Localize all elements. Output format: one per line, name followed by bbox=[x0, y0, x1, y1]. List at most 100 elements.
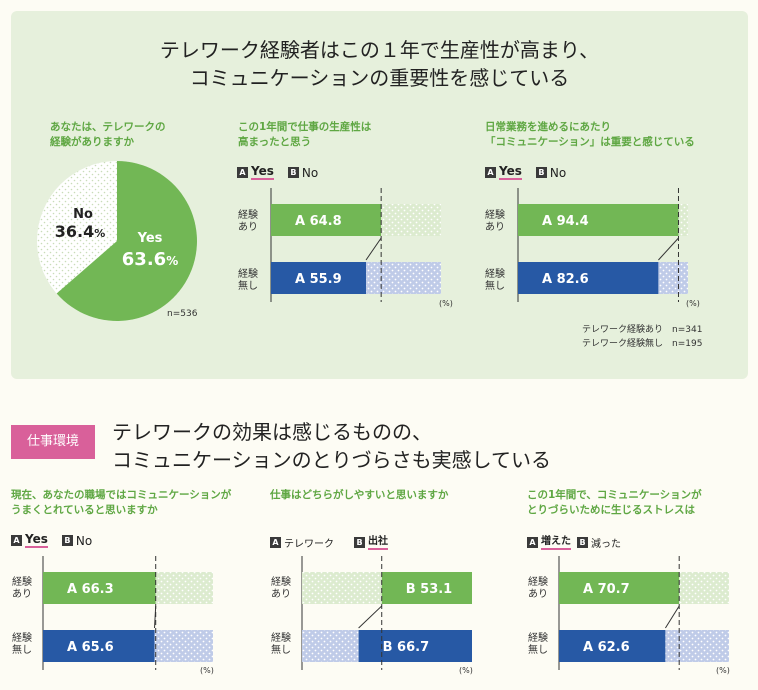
bar-1-value-label: A 82.6 bbox=[542, 272, 589, 287]
bar-1-value-label: A 55.9 bbox=[295, 272, 342, 287]
legend-no: No bbox=[75, 533, 93, 548]
chart3-row2-label: 経験 無し bbox=[12, 633, 32, 656]
bar-0-series-1 bbox=[381, 204, 441, 236]
chart2-legend: A Yes B No bbox=[485, 165, 566, 180]
chart5-question-line1: この1年間で、コミュニケーションが bbox=[527, 489, 702, 501]
legend-b-box: B bbox=[287, 167, 299, 178]
bar-1-series-1 bbox=[154, 630, 213, 662]
pie-question: あなたは、テレワークの 経験がありますか bbox=[50, 120, 166, 150]
bar-1-value-label: A 65.6 bbox=[67, 640, 114, 655]
chart2-note-line1: テレワーク経験あり n=341 bbox=[582, 325, 703, 335]
chart4-pct-unit: (%) bbox=[459, 666, 473, 675]
chart5: A 70.7 A 62.6 bbox=[558, 556, 729, 670]
bar-1-series-1 bbox=[358, 630, 472, 662]
chart5-legend: A 増えた B 減った bbox=[527, 535, 621, 550]
legend-b-box: B bbox=[354, 537, 365, 548]
legend-b-box: B bbox=[535, 167, 547, 178]
legend-telework: テレワーク bbox=[284, 539, 334, 550]
chart2-row1-label: 経験 あり bbox=[485, 210, 505, 233]
bar-0-series-0 bbox=[43, 572, 156, 604]
legend-a-box: A bbox=[270, 537, 281, 548]
chart1: A 64.8 A 55.9 bbox=[270, 188, 441, 302]
bar-0-series-1 bbox=[679, 572, 729, 604]
bar-0-value-label: B 53.1 bbox=[406, 582, 453, 597]
chart4-row2-label: 経験 無し bbox=[271, 633, 291, 656]
page-title-line2: コミュニケーションの重要性を感じている bbox=[189, 66, 570, 90]
legend-yes: Yes bbox=[251, 164, 274, 180]
chart1-legend: A Yes B No bbox=[237, 165, 318, 180]
legend-decreased: 減った bbox=[591, 539, 621, 550]
chart4-row1-label: 経験 あり bbox=[271, 577, 291, 600]
bar-1-series-1 bbox=[658, 262, 688, 294]
bar-0-value-label: A 64.8 bbox=[295, 214, 342, 229]
bar-0-series-1 bbox=[155, 572, 213, 604]
chart5-question-line2: とりづらいために生じるストレスは bbox=[527, 504, 695, 516]
bar-1-value-label: A 62.6 bbox=[583, 640, 630, 655]
chart1-row1-label: 経験 あり bbox=[238, 210, 258, 233]
chart5-row2-label: 経験 無し bbox=[528, 633, 548, 656]
bar-0-value-label: A 66.3 bbox=[67, 582, 114, 597]
diff-connector bbox=[365, 237, 382, 261]
chart2-row2-label: 経験 無し bbox=[485, 269, 505, 292]
bar-0-value-label: A 70.7 bbox=[583, 582, 630, 597]
bar-0-series-0 bbox=[518, 204, 679, 236]
chart2-question-line1: 日常業務を進めるにあたり bbox=[485, 121, 611, 133]
diff-connector bbox=[358, 605, 383, 629]
chart3-question-line1: 現在、あなたの職場ではコミュニケーションが bbox=[11, 489, 232, 501]
chart2-question: 日常業務を進めるにあたり 「コミュニケーション」は重要と感じている bbox=[485, 120, 695, 150]
pie-n-label: n=536 bbox=[167, 309, 198, 319]
legend-office: 出社 bbox=[368, 535, 388, 550]
diff-connector bbox=[664, 605, 680, 629]
chart3-pct-unit: (%) bbox=[200, 666, 214, 675]
chart5-pct-unit: (%) bbox=[716, 666, 730, 675]
page-title-line1: テレワーク経験者はこの１年で生産性が高まり、 bbox=[159, 38, 600, 62]
pie-yes-label: Yes bbox=[137, 231, 163, 246]
chart5-row1-label: 経験 あり bbox=[528, 577, 548, 600]
chart4-question-line1: 仕事はどちらがしやすいと思いますか bbox=[270, 489, 449, 501]
chart3-question: 現在、あなたの職場ではコミュニケーションが うまくとれていると思いますか bbox=[11, 488, 231, 518]
legend-yes: Yes bbox=[25, 532, 48, 548]
chart3: A 66.3 A 65.6 bbox=[42, 556, 213, 670]
pie-slice-yes bbox=[56, 161, 198, 321]
chart4-question: 仕事はどちらがしやすいと思いますか bbox=[270, 488, 448, 503]
bar-1-series-1 bbox=[665, 630, 729, 662]
chart1-question: この1年間で仕事の生産性は 高まったと思う bbox=[238, 120, 371, 150]
pie-yes-value: 63.6% bbox=[122, 249, 178, 270]
legend-a-box: A bbox=[11, 535, 22, 546]
chart2-question-line2: 「コミュニケーション」は重要と感じている bbox=[485, 136, 695, 148]
bar-1-series-0 bbox=[559, 630, 666, 662]
bar-0-value-label: A 94.4 bbox=[542, 214, 589, 229]
bar-0-series-0 bbox=[559, 572, 680, 604]
chart5-question: この1年間で、コミュニケーションが とりづらいために生じるストレスは bbox=[527, 488, 702, 518]
chart4: B 53.1 B 66.7 bbox=[301, 556, 472, 670]
chart2-note-line2: テレワーク経験無し n=195 bbox=[582, 339, 703, 349]
chart1-question-line1: この1年間で仕事の生産性は bbox=[238, 121, 372, 133]
chart4-legend: A テレワーク B 出社 bbox=[270, 535, 388, 550]
chart2-pct-unit: (%) bbox=[686, 299, 700, 308]
pie-question-line1: あなたは、テレワークの bbox=[50, 121, 166, 133]
legend-increased: 増えた bbox=[541, 535, 571, 550]
diff-connector bbox=[154, 605, 157, 629]
legend-b-box: B bbox=[577, 537, 588, 548]
section-tag: 仕事環境 bbox=[11, 425, 95, 459]
bar-1-series-0 bbox=[302, 630, 359, 662]
legend-no: No bbox=[301, 165, 319, 180]
legend-a-box: A bbox=[485, 167, 496, 178]
pie-question-line2: 経験がありますか bbox=[50, 136, 134, 148]
bar-1-series-0 bbox=[271, 262, 367, 294]
bar-1-series-0 bbox=[43, 630, 155, 662]
chart3-question-line2: うまくとれていると思いますか bbox=[11, 504, 158, 516]
bar-1-value-label: B 66.7 bbox=[383, 640, 430, 655]
legend-no: No bbox=[549, 165, 567, 180]
section2-title-line2: コミュニケーションのとりづらさも実感している bbox=[112, 448, 551, 472]
diff-connector bbox=[658, 237, 679, 261]
pie-no-value: 36.4% bbox=[55, 222, 106, 241]
legend-a-box: A bbox=[527, 537, 538, 548]
bar-1-series-0 bbox=[518, 262, 659, 294]
bar-0-series-1 bbox=[678, 204, 688, 236]
pie-no-label: No bbox=[73, 207, 93, 222]
section2-title: テレワークの効果は感じるものの、 コミュニケーションのとりづらさも実感している bbox=[112, 418, 551, 474]
chart1-pct-unit: (%) bbox=[439, 299, 453, 308]
page-title: テレワーク経験者はこの１年で生産性が高まり、 コミュニケーションの重要性を感じて… bbox=[11, 36, 748, 92]
legend-yes: Yes bbox=[499, 164, 522, 180]
